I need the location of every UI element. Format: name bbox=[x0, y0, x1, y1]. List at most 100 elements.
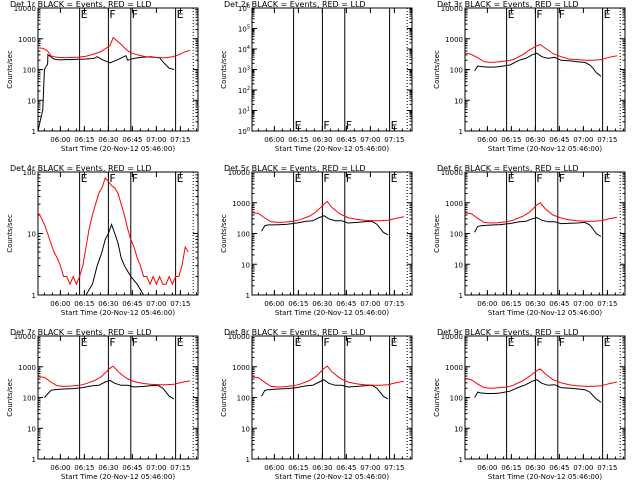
panel-title: Det 4r BLACK = Events, RED = LLD bbox=[10, 164, 152, 173]
x-tick-label: 06:45 bbox=[336, 136, 356, 144]
flag-letter: F bbox=[536, 172, 542, 185]
x-tick-label: 06:45 bbox=[122, 464, 142, 472]
flag-letter: F bbox=[109, 172, 115, 185]
y-tick-exponent: 3 bbox=[247, 66, 250, 72]
y-tick-label: 1 bbox=[459, 128, 463, 136]
flag-letter: F bbox=[536, 336, 542, 349]
flag-letter: F bbox=[559, 8, 565, 21]
series-events bbox=[44, 379, 175, 400]
flag-letter: E bbox=[508, 8, 515, 21]
y-tick-label: 1 bbox=[459, 456, 463, 464]
flag-letter: F bbox=[323, 119, 329, 132]
series-lld bbox=[37, 177, 189, 286]
y-tick-label: 100 bbox=[23, 395, 36, 403]
y-tick-label: 10000 bbox=[441, 169, 463, 177]
y-tick-exponent: 5 bbox=[247, 25, 250, 31]
x-tick-label: 06:15 bbox=[501, 464, 521, 472]
flag-letter: E bbox=[508, 336, 515, 349]
y-tick-exponent: 1 bbox=[247, 107, 250, 113]
x-tick-label: 06:45 bbox=[549, 300, 569, 308]
series-events bbox=[60, 223, 154, 296]
flag-letter: E bbox=[81, 172, 88, 185]
x-tick-label: 07:00 bbox=[146, 300, 166, 308]
x-tick-label: 06:15 bbox=[501, 136, 521, 144]
y-tick-label: 100 bbox=[23, 67, 36, 75]
y-axis-label: Counts/sec bbox=[433, 50, 441, 89]
y-tick-label: 10 bbox=[454, 261, 463, 269]
panel-title: Det 5r BLACK = Events, RED = LLD bbox=[224, 164, 366, 173]
panel-title: Det 6r BLACK = Events, RED = LLD bbox=[437, 164, 579, 173]
y-tick-label: 10 bbox=[27, 425, 36, 433]
y-tick-label: 1000 bbox=[18, 36, 36, 44]
y-axis-label: Counts/sec bbox=[433, 214, 441, 253]
axes-frame bbox=[37, 335, 199, 460]
series-events bbox=[474, 52, 602, 77]
y-tick-label: 10 bbox=[27, 231, 36, 239]
y-tick-label: 1 bbox=[246, 292, 250, 300]
flag-letter: E bbox=[391, 119, 398, 132]
flag-letter: E bbox=[508, 172, 515, 185]
x-tick-label: 06:30 bbox=[98, 300, 118, 308]
x-tick-label: 06:45 bbox=[122, 136, 142, 144]
x-axis-label: Start Time (20-Nov-12 05:46:00) bbox=[61, 473, 175, 480]
axes-frame bbox=[251, 335, 413, 460]
x-tick-label: 06:00 bbox=[50, 136, 70, 144]
flag-letter: E bbox=[295, 172, 302, 185]
y-tick-label: 10 bbox=[241, 425, 250, 433]
y-tick-label: 1000 bbox=[445, 200, 463, 208]
x-tick-label: 06:15 bbox=[288, 464, 308, 472]
flag-letter: E bbox=[295, 119, 302, 132]
x-axis-label: Start Time (20-Nov-12 05:46:00) bbox=[488, 145, 602, 153]
x-tick-label: 06:00 bbox=[264, 300, 284, 308]
y-tick-label: 10000 bbox=[441, 5, 463, 13]
y-tick-label: 1 bbox=[32, 128, 36, 136]
y-axis-label: Counts/sec bbox=[6, 214, 14, 253]
series-lld bbox=[464, 368, 618, 389]
panel-det-3r: Det 3r BLACK = Events, RED = LLD 1 10 100 10… bbox=[433, 0, 626, 153]
y-tick-exponent: 4 bbox=[247, 45, 250, 51]
x-tick-label: 06:15 bbox=[74, 300, 94, 308]
x-tick-label: 07:00 bbox=[573, 136, 593, 144]
series-events bbox=[474, 217, 602, 237]
x-tick-label: 07:15 bbox=[170, 136, 190, 144]
y-tick-exponent: 0 bbox=[247, 127, 250, 133]
axes-frame bbox=[464, 335, 626, 460]
panel-title: Det 7r BLACK = Events, RED = LLD bbox=[10, 328, 152, 337]
flag-letter: F bbox=[109, 336, 115, 349]
x-axis-label: Start Time (20-Nov-12 05:46:00) bbox=[488, 309, 602, 317]
axes-frame bbox=[464, 171, 626, 296]
y-tick-label: 1000 bbox=[445, 36, 463, 44]
flag-letter: E bbox=[177, 8, 184, 21]
x-axis-label: Start Time (20-Nov-12 05:46:00) bbox=[488, 473, 602, 480]
x-axis-label: Start Time (20-Nov-12 05:46:00) bbox=[61, 145, 175, 153]
y-axis-label: Counts/sec bbox=[6, 378, 14, 417]
panel-det-7r: Det 7r BLACK = Events, RED = LLD 1 10 100 10… bbox=[6, 328, 199, 480]
x-tick-label: 06:45 bbox=[549, 464, 569, 472]
series-events bbox=[261, 379, 389, 400]
x-tick-label: 06:30 bbox=[312, 300, 332, 308]
panel-det-5r: Det 5r BLACK = Events, RED = LLD 1 10 100 10… bbox=[220, 164, 413, 317]
panel-det-4r: Det 4r BLACK = Events, RED = LLD 1 10 100 06… bbox=[6, 164, 199, 317]
y-tick-label: 1 bbox=[32, 292, 36, 300]
x-tick-label: 07:15 bbox=[170, 464, 190, 472]
x-tick-label: 06:00 bbox=[264, 136, 284, 144]
y-tick-label: 10 bbox=[27, 97, 36, 105]
flag-letter: F bbox=[346, 172, 352, 185]
y-tick-label: 1 bbox=[459, 292, 463, 300]
series-lld bbox=[37, 36, 191, 59]
y-tick-label: 1 bbox=[32, 456, 36, 464]
flag-letter: E bbox=[81, 8, 88, 21]
panel-det-8r: Det 8r BLACK = Events, RED = LLD 1 10 100 10… bbox=[220, 328, 413, 480]
x-tick-label: 06:00 bbox=[477, 464, 497, 472]
x-axis-label: Start Time (20-Nov-12 05:46:00) bbox=[275, 473, 389, 480]
axes-frame bbox=[464, 7, 626, 132]
x-tick-label: 06:30 bbox=[98, 464, 118, 472]
y-axis-label: Counts/sec bbox=[220, 50, 228, 89]
series-lld bbox=[251, 365, 405, 388]
x-tick-label: 07:15 bbox=[384, 464, 404, 472]
x-tick-label: 06:45 bbox=[336, 300, 356, 308]
x-tick-label: 07:00 bbox=[360, 464, 380, 472]
flag-letter: E bbox=[391, 336, 398, 349]
flag-letter: F bbox=[559, 336, 565, 349]
